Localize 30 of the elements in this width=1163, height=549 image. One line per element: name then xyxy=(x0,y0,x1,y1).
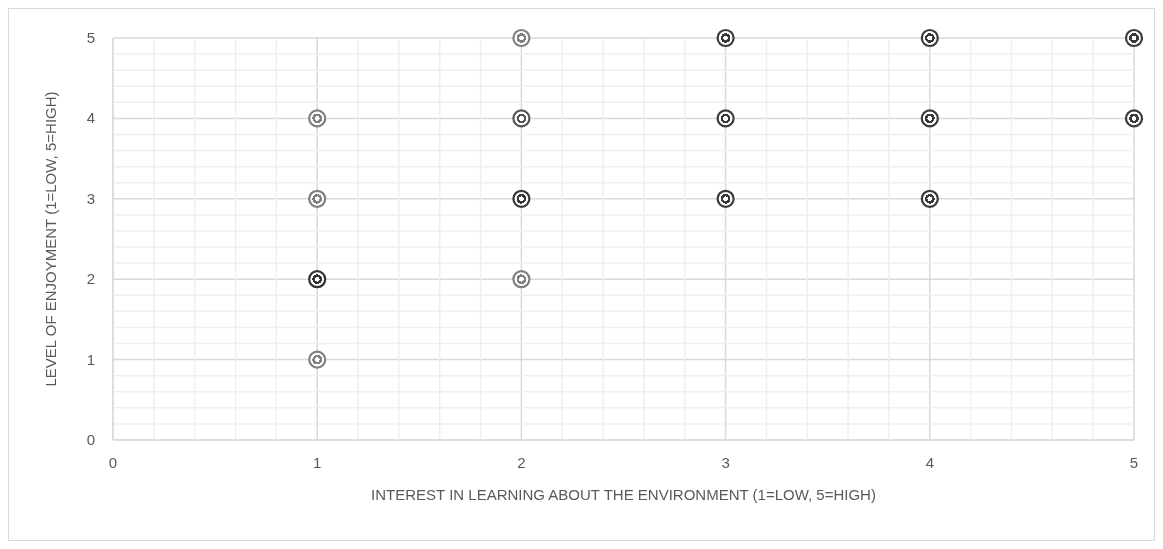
point xyxy=(716,28,735,48)
point xyxy=(716,109,735,128)
x-tick-label: 5 xyxy=(1129,454,1139,471)
x-tick-label: 3 xyxy=(721,454,730,471)
point xyxy=(308,109,327,128)
point xyxy=(512,109,531,128)
point xyxy=(512,270,531,289)
point xyxy=(716,189,735,208)
point xyxy=(512,189,531,208)
x-tick-label: 4 xyxy=(925,454,934,471)
x-axis-title: INTEREST IN LEARNING ABOUT THE ENVIRONMENT (1=LOW, 5=HIGH) xyxy=(371,486,876,503)
point xyxy=(512,28,531,48)
x-tick-label: 0 xyxy=(108,454,118,471)
y-tick-label: 1 xyxy=(86,350,95,368)
y-tick-label: 3 xyxy=(86,189,95,207)
point xyxy=(1124,109,1144,128)
point xyxy=(920,28,939,48)
x-tick-label: 2 xyxy=(517,454,526,471)
point xyxy=(920,109,939,128)
y-tick-label: 5 xyxy=(86,29,95,46)
y-tick-label: 4 xyxy=(86,109,95,127)
point xyxy=(308,270,327,289)
y-tick-label: 2 xyxy=(86,270,95,288)
point xyxy=(1124,28,1144,48)
point xyxy=(308,350,327,369)
x-tick-label: 1 xyxy=(313,454,322,471)
point xyxy=(308,189,327,208)
y-tick-label: 0 xyxy=(86,431,95,448)
y-axis-title: LEVEL OF ENJOYMENT (1=LOW, 5=HIGH) xyxy=(42,91,60,387)
point xyxy=(920,189,939,208)
